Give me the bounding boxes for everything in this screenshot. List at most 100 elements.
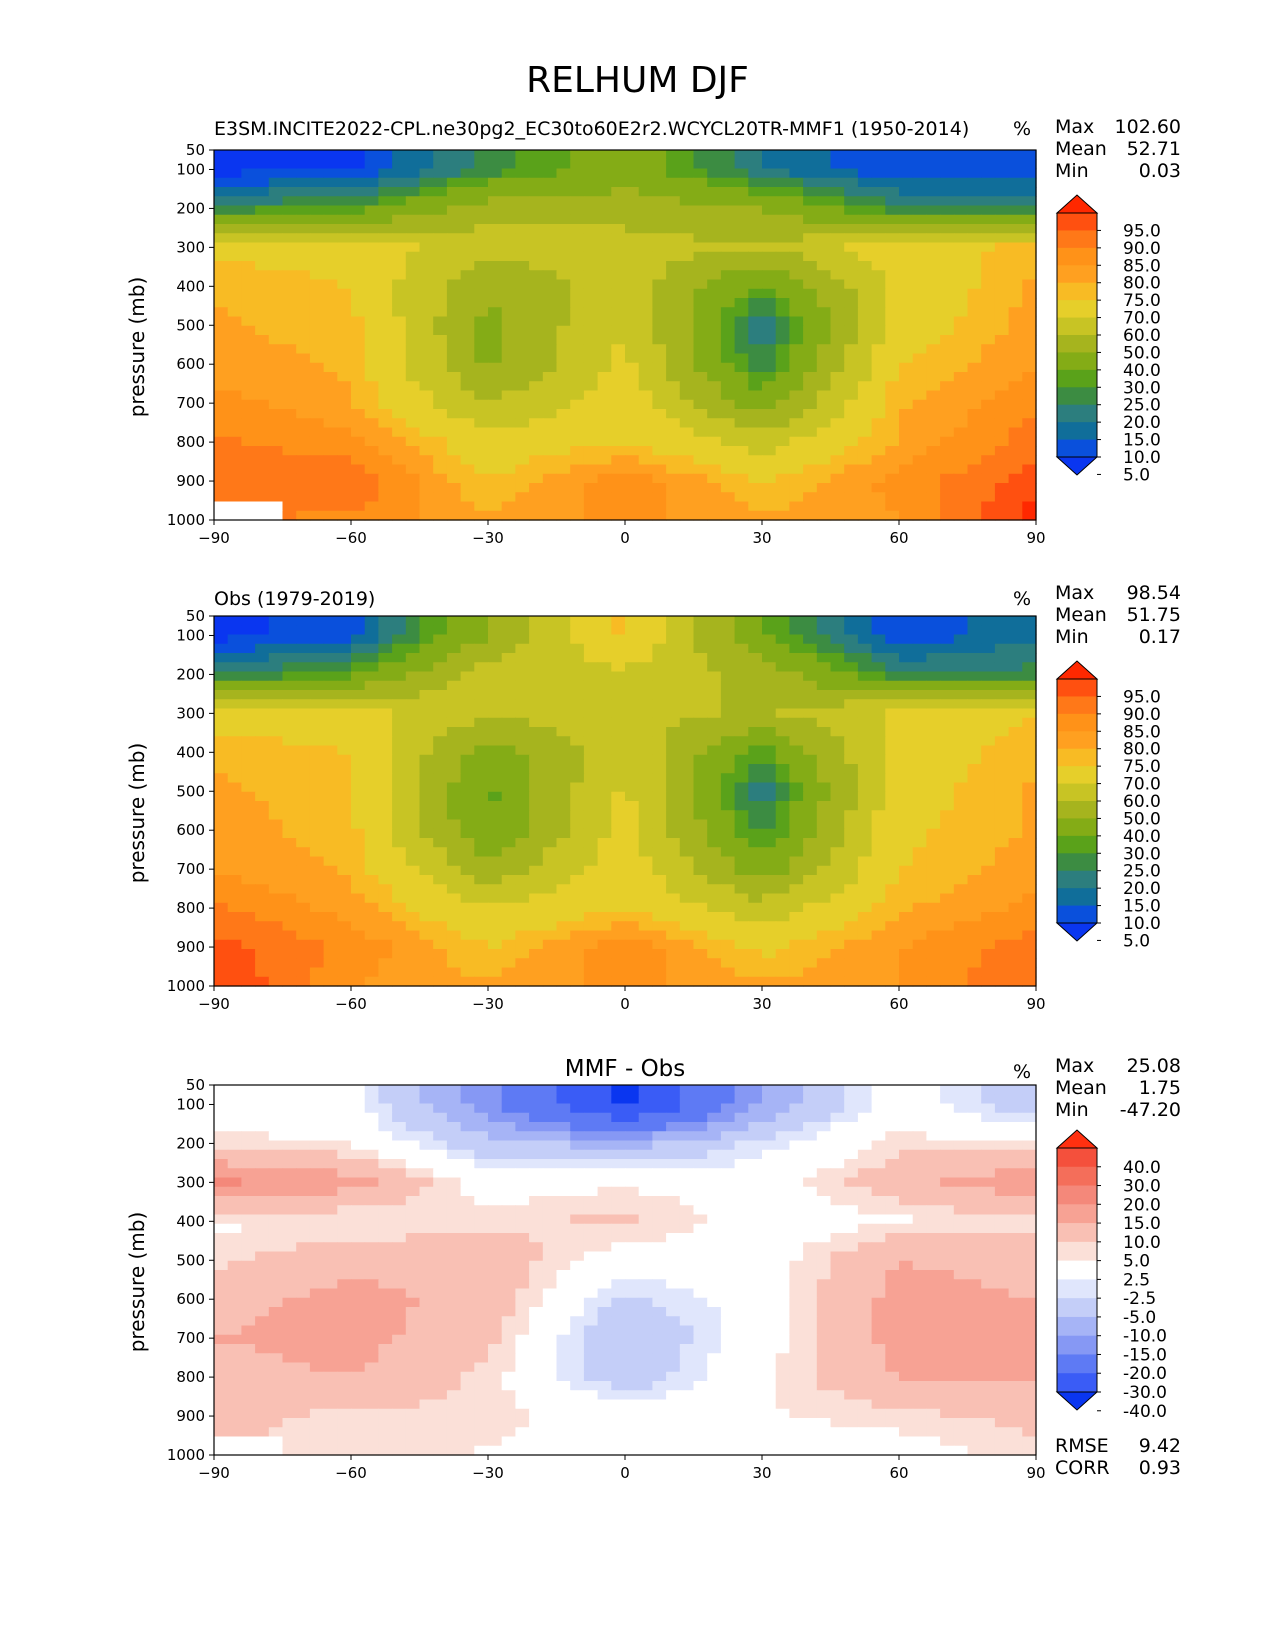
heatmap-cell <box>556 159 571 170</box>
heatmap-cell <box>364 224 379 234</box>
heatmap-cell <box>241 399 256 410</box>
heatmap-cell <box>830 828 845 839</box>
heatmap-cell <box>871 708 886 719</box>
heatmap-cell <box>255 446 270 456</box>
heatmap-cell <box>501 261 516 271</box>
heatmap-cell <box>515 653 530 663</box>
heatmap-cell <box>899 958 914 969</box>
heatmap-cell <box>625 205 640 216</box>
heatmap-cell <box>816 782 832 793</box>
heatmap-cell <box>844 205 859 216</box>
heatmap-cell <box>501 150 516 160</box>
heatmap-cell <box>419 717 434 728</box>
heatmap-cell <box>364 455 379 466</box>
heatmap-cell <box>912 279 927 290</box>
heatmap-cell <box>460 616 475 626</box>
colorbar-tick-label: 20.0 <box>1123 879 1161 899</box>
heatmap-cell <box>666 847 681 858</box>
heatmap-cell <box>885 233 900 244</box>
heatmap-cell <box>597 939 612 950</box>
colorbar-bin <box>1057 352 1097 371</box>
heatmap-cell <box>556 325 571 336</box>
heatmap-cell <box>652 653 667 663</box>
heatmap-cell <box>296 418 311 429</box>
heatmap-cell <box>337 464 352 475</box>
heatmap-cell <box>255 939 270 950</box>
heatmap-cell <box>762 270 777 281</box>
heatmap-cell <box>515 159 530 170</box>
heatmap-cell <box>556 492 571 503</box>
heatmap-cell <box>570 344 585 355</box>
heatmap-cell <box>323 643 338 654</box>
heatmap-cell <box>446 344 462 355</box>
heatmap-cell <box>583 196 599 207</box>
heatmap-cell <box>392 791 407 802</box>
heatmap-cell <box>885 884 900 895</box>
heatmap-cell <box>515 875 530 885</box>
heatmap-cell <box>460 671 475 682</box>
heatmap-cell <box>638 727 653 737</box>
heatmap-cell <box>392 446 407 456</box>
heatmap-cell <box>351 177 366 188</box>
heatmap-cell <box>926 662 941 673</box>
heatmap-cell <box>542 436 558 447</box>
heatmap-cell <box>282 455 297 466</box>
heatmap-cell <box>967 473 982 484</box>
heatmap-cell <box>762 754 777 765</box>
heatmap-cell <box>268 372 284 382</box>
heatmap-cell <box>707 847 722 858</box>
heatmap-cell <box>871 205 886 216</box>
heatmap-cell <box>460 492 475 503</box>
heatmap-cell <box>734 316 749 327</box>
heatmap-cell <box>337 653 352 663</box>
heatmap-cell <box>488 930 503 941</box>
heatmap-cell <box>611 464 626 475</box>
heatmap-cell <box>309 958 325 969</box>
heatmap-cell <box>351 930 366 941</box>
heatmap-cell <box>693 372 708 382</box>
heatmap-cell <box>762 912 777 922</box>
heatmap-cell <box>871 819 886 830</box>
heatmap-cell <box>268 362 284 373</box>
heatmap-cell <box>255 745 270 756</box>
heatmap-cell <box>899 939 914 950</box>
heatmap-cell <box>666 483 681 493</box>
heatmap-cell <box>775 455 790 466</box>
heatmap-cell <box>803 875 818 885</box>
heatmap-cell <box>666 242 681 253</box>
heatmap-cell <box>597 381 612 392</box>
heatmap-cell <box>378 875 393 885</box>
heatmap-cell <box>351 224 366 234</box>
heatmap-cell <box>433 261 448 271</box>
heatmap-cell <box>940 307 955 318</box>
heatmap-cell <box>693 828 708 839</box>
heatmap-cell <box>255 893 270 904</box>
heatmap-cell <box>926 316 941 327</box>
heatmap-cell <box>364 893 379 904</box>
heatmap-cell <box>720 279 736 290</box>
heatmap-cell <box>515 427 530 438</box>
heatmap-cell <box>830 717 845 728</box>
heatmap-cell <box>652 745 667 756</box>
heatmap-cell <box>460 856 475 867</box>
heatmap-cell <box>994 902 1010 913</box>
colorbar-bin <box>1057 213 1097 231</box>
heatmap-cell <box>885 616 900 626</box>
heatmap-cell <box>775 298 790 308</box>
heatmap-cell <box>296 492 311 503</box>
heatmap-cell <box>296 653 311 663</box>
heatmap-cell <box>693 736 708 747</box>
heatmap-cell <box>679 261 695 271</box>
heatmap-cell <box>789 233 804 244</box>
heatmap-cell <box>309 427 325 438</box>
heatmap-cell <box>351 875 366 885</box>
heatmap-cell <box>392 344 407 355</box>
heatmap-cell <box>597 958 612 969</box>
heatmap-cell <box>378 671 393 682</box>
heatmap-cell <box>830 187 845 197</box>
heatmap-cell <box>625 242 640 253</box>
heatmap-cell <box>844 727 859 737</box>
heatmap-cell <box>323 418 338 429</box>
heatmap-cell <box>775 353 790 364</box>
heatmap-cell <box>241 856 256 867</box>
